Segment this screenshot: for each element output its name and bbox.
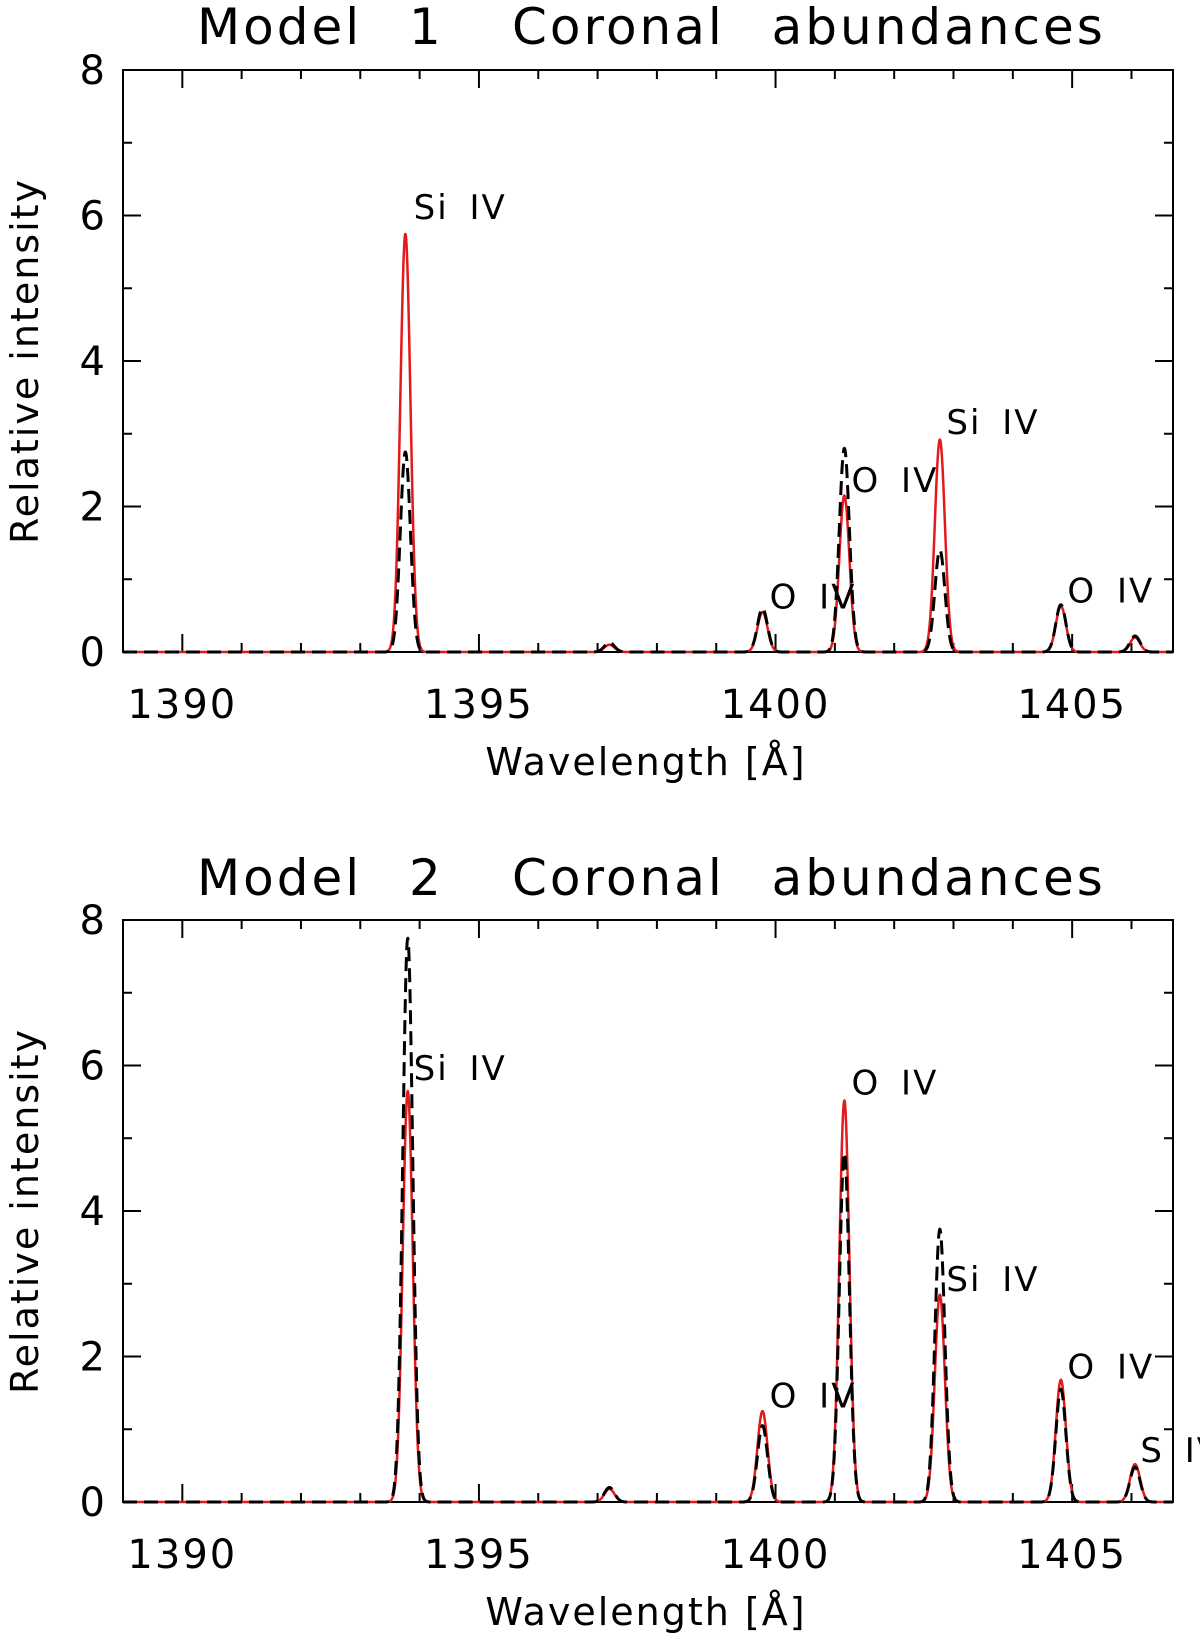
x-tick-label-1395: 1395	[424, 682, 534, 728]
annotation-si-iv-1393: Si IV	[414, 1049, 507, 1089]
y-tick-label-6: 6	[80, 194, 107, 240]
series-line-solid-red	[122, 232, 1174, 654]
x-tick-label-1400: 1400	[721, 1532, 831, 1578]
annotation-o-iv-1399: O IV	[770, 577, 857, 617]
annotation-si-iv-1402: Si IV	[946, 1260, 1039, 1300]
annotation-o-iv-1401: O IV	[851, 1064, 938, 1104]
series-layer	[121, 936, 1175, 1504]
x-tick-label-1405: 1405	[1017, 682, 1127, 728]
annotation-o-iv-1401: O IV	[851, 461, 938, 501]
y-tick-label-8: 8	[80, 898, 107, 944]
annotation-si-iv-1402: Si IV	[946, 403, 1039, 443]
annotation-o-iv-1399: O IV	[770, 1376, 857, 1416]
annotation-si-iv-1393: Si IV	[414, 188, 507, 228]
y-tick-label-4: 4	[80, 1189, 107, 1235]
chart-title-abundances: Coronal abundances	[512, 0, 1106, 56]
panel-model-1: Model 1 Coronal abundances 1390 1395 140…	[3, 0, 1175, 784]
y-tick-label-8: 8	[80, 48, 107, 94]
tick-marks	[122, 919, 1173, 1503]
chart-title-model: Model 1	[197, 0, 444, 56]
tick-marks	[122, 69, 1173, 653]
y-axis-label: Relative intensity	[3, 1028, 47, 1394]
annotation-o-iv-1404: O IV	[1067, 1347, 1154, 1387]
x-tick-label-1400: 1400	[721, 682, 831, 728]
x-tick-label-1390: 1390	[127, 1532, 237, 1578]
series-layer	[121, 232, 1175, 654]
y-tick-label-4: 4	[80, 339, 107, 385]
y-tick-label-6: 6	[80, 1044, 107, 1090]
chart-title-abundances: Coronal abundances	[512, 849, 1106, 907]
annotation-s-iv-1406: S IV	[1140, 1431, 1200, 1471]
series-line-dashed-black	[121, 936, 1175, 1504]
x-tick-label-1390: 1390	[127, 682, 237, 728]
plot-area	[122, 919, 1174, 1503]
y-tick-label-2: 2	[80, 1335, 107, 1381]
y-tick-label-2: 2	[80, 485, 107, 531]
panel-model-2: Model 2 Coronal abundances 1390 1395 140…	[3, 849, 1200, 1634]
x-tick-label-1405: 1405	[1017, 1532, 1127, 1578]
series-line-dashed-black	[121, 446, 1175, 654]
y-axis-label: Relative intensity	[3, 178, 47, 544]
y-tick-label-0: 0	[80, 1480, 107, 1526]
plot-area	[122, 69, 1174, 653]
chart-title-model: Model 2	[197, 849, 444, 907]
x-tick-label-1395: 1395	[424, 1532, 534, 1578]
y-tick-label-0: 0	[80, 630, 107, 676]
annotation-o-iv-1404: O IV	[1067, 572, 1154, 612]
x-axis-label: Wavelength [Å]	[485, 740, 806, 784]
x-axis-label: Wavelength [Å]	[485, 1590, 806, 1634]
